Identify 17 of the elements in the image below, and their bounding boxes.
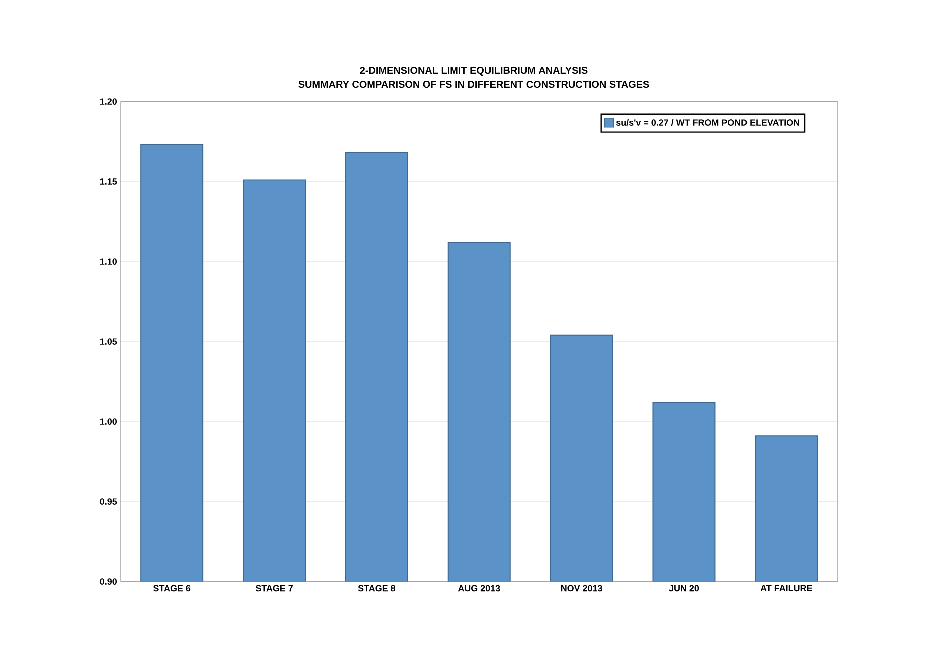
x-tick-label: JUN 20 <box>669 585 700 592</box>
x-tick-label: STAGE 6 <box>154 585 191 592</box>
chart-title: 2-DIMENSIONAL LIMIT EQUILIBRIUM ANALYSIS <box>360 67 588 76</box>
chart-subtitle: SUMMARY COMPARISON OF FS IN DIFFERENT CONSTRUCTION STAGES <box>298 81 650 88</box>
x-tick-label: AUG 2013 <box>458 585 500 592</box>
y-tick-label: 1.20 <box>100 98 117 105</box>
y-tick-label: 1.15 <box>100 178 118 185</box>
x-tick-label: STAGE 7 <box>256 585 293 592</box>
y-tick-label: 1.10 <box>100 258 117 265</box>
y-tick-label: 1.05 <box>100 338 118 345</box>
y-tick-label: 1.00 <box>100 418 117 425</box>
x-tick-label: STAGE 8 <box>358 585 396 592</box>
x-tick-label: NOV 2013 <box>561 585 602 592</box>
legend-label: su/s'v = 0.27 / WT FROM POND ELEVATION <box>616 119 800 126</box>
y-tick-label: 0.95 <box>100 498 118 505</box>
x-tick-label: AT FAILURE <box>760 585 812 592</box>
y-tick-label: 0.90 <box>100 578 117 585</box>
